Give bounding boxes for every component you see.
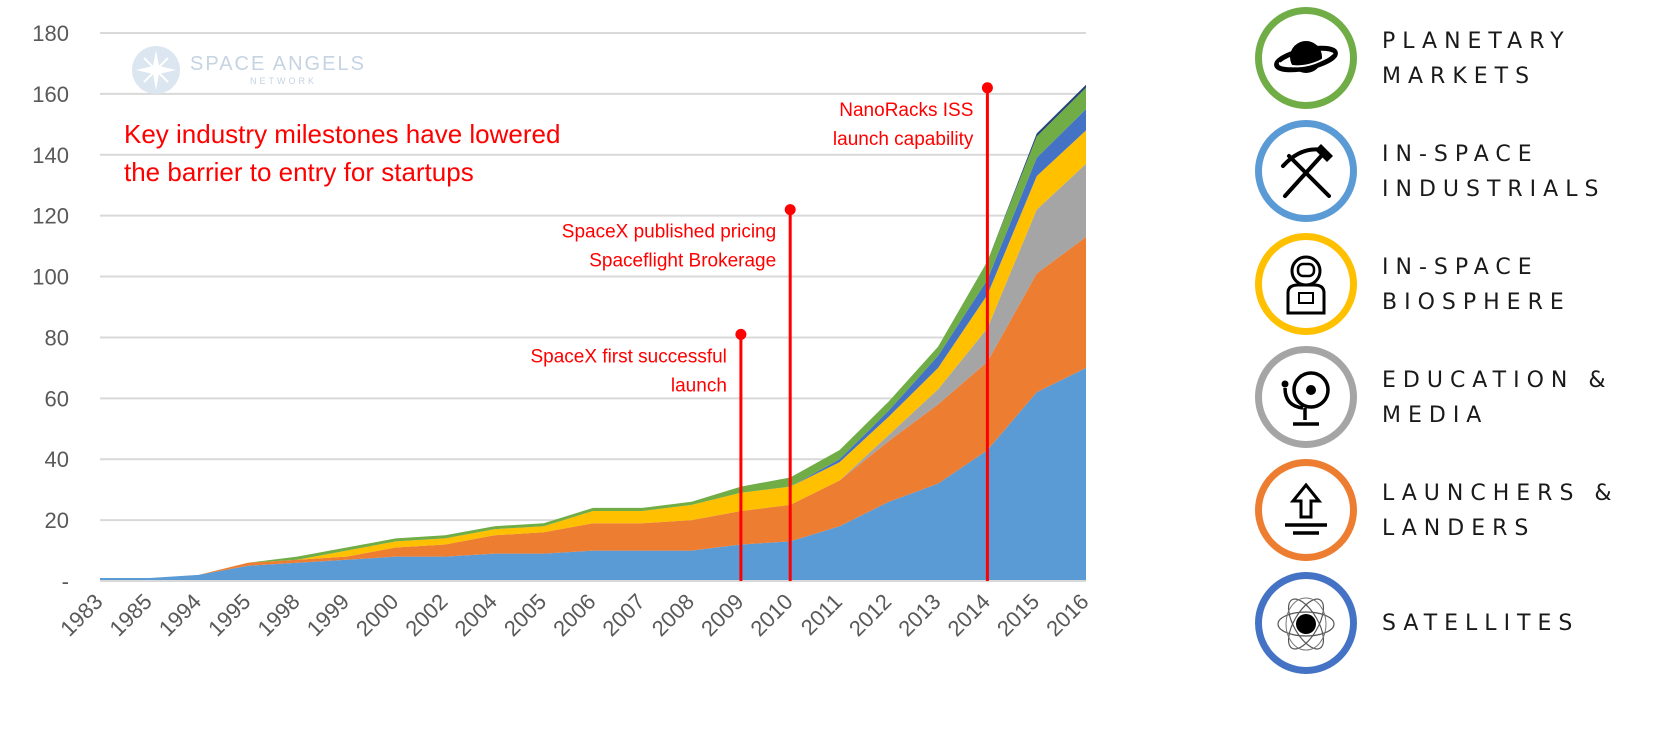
legend-label: PLANETARY MARKETS: [1382, 29, 1571, 89]
logo-subtitle: NETWORK: [250, 76, 317, 86]
area-series-1: [100, 237, 1086, 578]
legend-item-in-space-biosphere: IN-SPACE BIOSPHERE: [1255, 233, 1675, 345]
legend-item-in-space-industrials: IN-SPACE INDUSTRIALS: [1255, 120, 1675, 232]
legend-item-planetary-markets: PLANETARY MARKETS: [1255, 7, 1675, 119]
milestone-label: NanoRacks ISS: [839, 100, 973, 121]
category-legend: PLANETARY MARKETS IN-SPACE INDUSTRIALS I…: [1255, 0, 1675, 730]
y-tick-label: 140: [32, 143, 69, 168]
milestone-label: SpaceX published pricing: [562, 222, 776, 243]
milestone-marker: [981, 82, 993, 94]
x-tick-label: 2007: [598, 589, 650, 641]
legend-label: IN-SPACE INDUSTRIALS: [1382, 142, 1606, 202]
x-tick-label: 2006: [548, 589, 600, 641]
x-tick-label: 2012: [844, 589, 896, 641]
x-tick-label: 2013: [893, 589, 945, 641]
milestone-marker: [735, 328, 747, 340]
y-tick-label: 100: [32, 265, 69, 290]
astronaut-icon: [1255, 233, 1357, 335]
x-tick-label: 2015: [992, 589, 1044, 641]
milestone-label: Spaceflight Brokerage: [589, 251, 776, 272]
x-tick-label: 1983: [55, 589, 107, 641]
y-tick-label: 180: [32, 21, 69, 46]
x-tick-label: 2002: [400, 589, 452, 641]
area-series-0: [100, 367, 1086, 581]
legend-item-launchers-landers: LAUNCHERS & LANDERS: [1255, 459, 1675, 571]
legend-label: LAUNCHERS & LANDERS: [1382, 481, 1619, 541]
headline: Key industry milestones have lowered the …: [124, 119, 560, 187]
y-tick-label: 80: [45, 325, 69, 350]
x-tick-label: 2005: [499, 589, 551, 641]
milestone-annotations: SpaceX first successful launch SpaceX publ…: [530, 82, 993, 581]
satellite-dish-icon: [1255, 346, 1357, 448]
x-tick-label: 1999: [302, 589, 354, 641]
x-tick-label: 2016: [1041, 589, 1093, 641]
x-tick-label: 2011: [796, 589, 847, 640]
x-tick-label: 1998: [252, 589, 304, 641]
y-tick-label: 40: [45, 447, 69, 472]
x-tick-label: 2010: [745, 589, 797, 641]
legend-item-education-media: EDUCATION & MEDIA: [1255, 346, 1675, 458]
headline-line: the barrier to entry for startups: [124, 157, 474, 187]
x-tick-label: 2004: [450, 589, 502, 641]
area-series-4: [100, 109, 1086, 578]
y-tick-label: 160: [32, 82, 69, 107]
x-tick-label: 1985: [105, 589, 157, 641]
x-tick-label: 2014: [943, 589, 995, 641]
area-series-3: [100, 130, 1086, 578]
milestone-marker: [784, 204, 796, 216]
x-tick-label: 1995: [203, 589, 255, 641]
milestone-label: SpaceX first successful: [530, 346, 726, 367]
y-tick-label: -: [62, 569, 69, 594]
x-tick-label: 1994: [154, 589, 206, 641]
logo-wordmark: SPACE ANGELS: [190, 53, 366, 75]
legend-label: IN-SPACE BIOSPHERE: [1382, 255, 1571, 315]
globe-orbit-icon: [1255, 572, 1357, 674]
headline-line: Key industry milestones have lowered: [124, 119, 560, 149]
x-tick-label: 2008: [647, 589, 699, 641]
space-angels-logo: SPACE ANGELS NETWORK: [132, 46, 366, 94]
x-tick-label: 2009: [696, 589, 748, 641]
launch-arrow-icon: [1255, 459, 1357, 561]
y-tick-label: 20: [45, 508, 69, 533]
legend-item-satellites: SATELLITES: [1255, 572, 1675, 684]
legend-label: SATELLITES: [1382, 611, 1580, 636]
planet-icon: [1255, 7, 1357, 109]
y-tick-label: 120: [32, 204, 69, 229]
legend-label: EDUCATION & MEDIA: [1382, 368, 1613, 428]
pickaxe-shovel-icon: [1255, 120, 1357, 222]
y-tick-label: 60: [45, 386, 69, 411]
gridlines: [100, 32, 1086, 522]
stacked-areas: [100, 84, 1086, 581]
x-tick-label: 2000: [351, 589, 403, 641]
milestone-label: launch: [671, 375, 727, 396]
area-series-5: [100, 87, 1086, 579]
milestone-label: launch capability: [833, 129, 974, 150]
